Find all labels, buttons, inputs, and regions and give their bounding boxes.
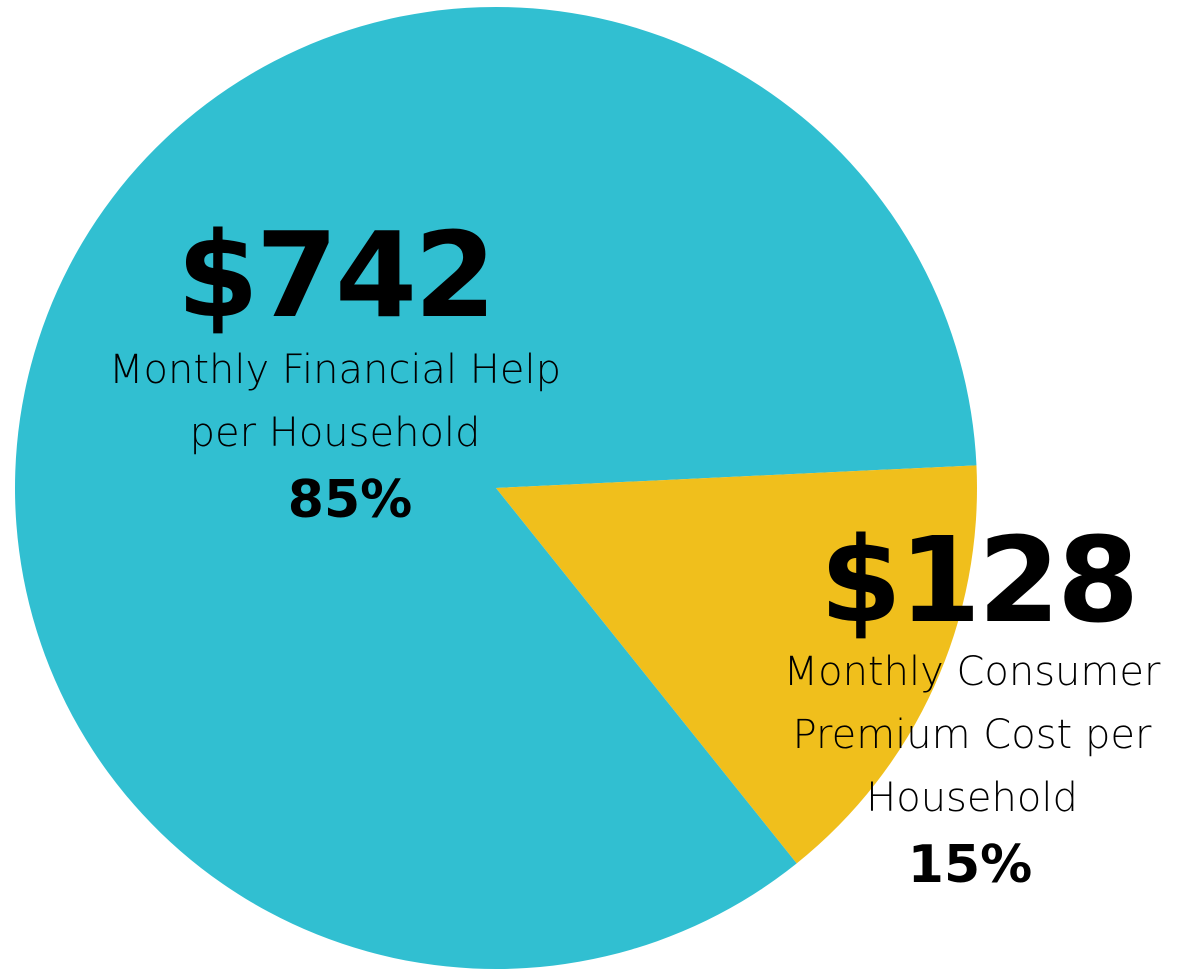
amount-label: $742: [176, 206, 496, 344]
pie-slice: [496, 465, 977, 864]
amount-label: $128: [819, 511, 1139, 649]
slice-label: Monthly Financial Help per Household: [109, 347, 561, 456]
value-label: 15%: [907, 835, 1033, 895]
value-label: 85%: [287, 470, 413, 530]
slice-label: Monthly Consumer Premium Cost per Househ…: [783, 649, 1161, 821]
pie-slice: [15, 7, 977, 969]
